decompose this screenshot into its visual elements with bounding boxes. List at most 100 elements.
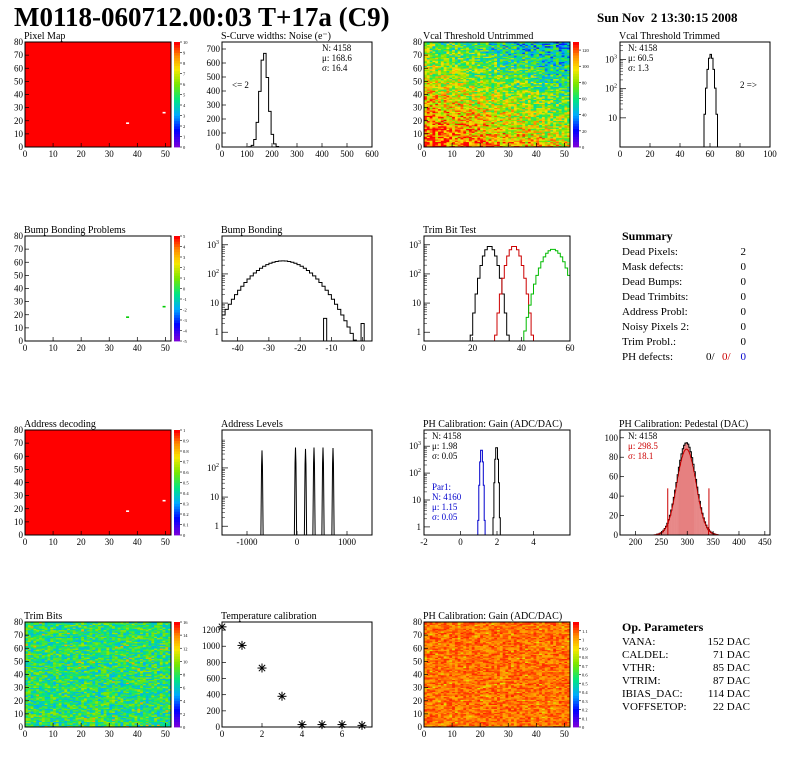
heatmap-cell xyxy=(440,101,444,103)
heatmap-cell xyxy=(502,90,506,93)
heatmap-cell xyxy=(424,66,428,69)
heatmap-cell xyxy=(536,60,540,62)
heatmap-cell xyxy=(553,89,557,91)
heatmap-cell xyxy=(550,145,554,148)
heatmap-cell xyxy=(477,80,481,82)
heatmap-cell xyxy=(544,118,548,120)
heatmap-cell xyxy=(505,82,509,85)
heatmap-cell xyxy=(482,43,487,45)
heatmap-cell xyxy=(533,127,537,129)
heatmap-cell xyxy=(491,64,495,66)
heatmap-cell xyxy=(446,120,450,123)
heatmap-cell xyxy=(454,69,458,72)
heatmap-cell xyxy=(516,102,520,104)
heatmap-cell xyxy=(457,73,461,76)
heatmap-cell xyxy=(519,82,523,85)
heatmap-cell xyxy=(429,126,433,128)
heatmap-cell xyxy=(555,49,560,52)
heatmap-cell xyxy=(446,131,450,133)
heatmap-cell xyxy=(440,48,444,51)
heatmap-cell xyxy=(488,128,492,131)
heatmap-cell xyxy=(471,93,475,95)
heatmap-cell xyxy=(460,107,464,110)
heatmap-cell xyxy=(497,77,501,80)
heatmap-cell xyxy=(443,141,447,144)
heatmap-cell xyxy=(443,126,447,128)
heatmap-cell xyxy=(516,140,520,143)
heatmap-cell xyxy=(480,123,484,125)
heatmap-cell xyxy=(482,44,487,47)
heatmap-cell xyxy=(432,76,436,78)
heatmap-cell xyxy=(460,108,464,111)
heatmap-cell xyxy=(449,68,453,70)
heatmap-cell xyxy=(513,102,517,104)
heatmap-cell xyxy=(553,119,557,122)
heatmap-cell xyxy=(499,89,503,91)
heatmap-cell xyxy=(511,85,515,87)
y-tick-label: 80 xyxy=(14,37,24,47)
x-tick-label: 2 xyxy=(495,537,500,547)
heatmap-cell xyxy=(491,53,495,56)
heatmap-cell xyxy=(435,56,439,59)
heatmap-cell xyxy=(474,47,478,49)
heatmap-cell xyxy=(516,63,520,65)
heatmap-cell xyxy=(564,144,568,146)
heatmap-cell xyxy=(426,70,430,73)
heatmap-cell xyxy=(550,64,554,66)
heatmap-cell xyxy=(505,68,509,70)
palette-cell xyxy=(174,312,180,316)
heatmap-cell xyxy=(497,129,501,132)
heatmap-cell xyxy=(485,118,489,120)
heatmap-cell xyxy=(516,74,520,77)
heatmap-cell xyxy=(488,129,492,132)
heatmap-cell xyxy=(494,105,498,107)
heatmap-cell xyxy=(463,52,467,55)
heatmap-cell xyxy=(482,98,487,101)
heatmap-cell xyxy=(53,724,57,726)
heatmap-cell xyxy=(555,59,560,61)
heatmap-cell xyxy=(505,77,509,80)
heatmap-cell xyxy=(446,139,450,141)
heatmap-cell xyxy=(474,132,478,135)
heatmap-cell xyxy=(533,74,537,77)
heatmap-cell xyxy=(539,94,543,97)
heatmap-cell xyxy=(429,65,433,68)
heatmap-cell xyxy=(449,105,453,107)
heatmap-cell xyxy=(505,49,509,52)
heatmap-cell xyxy=(429,136,433,139)
heatmap-cell xyxy=(426,64,430,66)
heatmap-cell xyxy=(474,78,478,81)
heatmap-cell xyxy=(440,68,444,70)
heatmap-cell xyxy=(494,110,498,112)
heatmap-cell xyxy=(452,123,456,125)
heatmap-cell xyxy=(432,55,436,57)
heatmap-cell xyxy=(567,140,571,143)
heatmap-cell xyxy=(555,93,560,95)
heatmap-cell xyxy=(446,135,450,137)
y-tick-label: 70 xyxy=(413,50,423,60)
heatmap-cell xyxy=(564,43,568,45)
heatmap-cell xyxy=(499,63,503,65)
heatmap-cell xyxy=(547,120,551,123)
heatmap-cell xyxy=(452,72,456,74)
heatmap-cell xyxy=(446,59,450,61)
heatmap-cell xyxy=(429,116,433,119)
heatmap-cell xyxy=(480,57,484,60)
heatmap-cell xyxy=(443,91,447,94)
heatmap-cell xyxy=(497,55,501,57)
heatmap-cell xyxy=(452,80,456,82)
heatmap-cell xyxy=(460,105,464,107)
heatmap-cell xyxy=(494,95,498,98)
heatmap-cell xyxy=(508,95,512,98)
heatmap-cell xyxy=(508,103,512,106)
heatmap-cell xyxy=(525,94,529,97)
heatmap-cell xyxy=(477,107,481,110)
heatmap-cell xyxy=(477,127,481,129)
heatmap-cell xyxy=(491,77,495,80)
heatmap-cell xyxy=(485,140,489,143)
heatmap-cell xyxy=(511,126,515,128)
heatmap-cell xyxy=(530,64,534,66)
heatmap-cell xyxy=(449,65,453,68)
heatmap-cell xyxy=(426,55,430,57)
heatmap-cell xyxy=(536,131,540,133)
